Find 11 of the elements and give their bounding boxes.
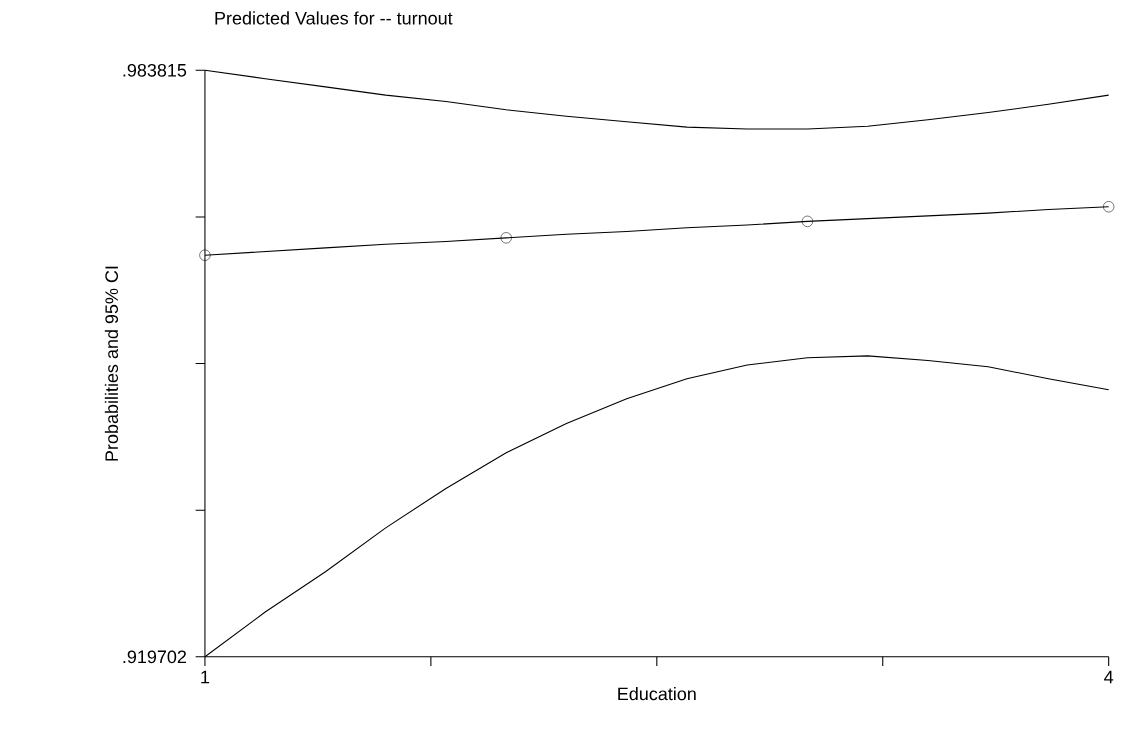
point <box>801 215 814 228</box>
y-axis-title: Probabilities and 95% CI <box>104 266 119 461</box>
point <box>500 232 512 244</box>
point <box>1103 201 1115 213</box>
x-axis-title: Education <box>618 687 696 701</box>
x-tick-label: 4 <box>1104 670 1114 684</box>
x-tick-label: 1 <box>201 670 210 684</box>
chart-title: Predicted Values for -- turnout <box>215 11 453 25</box>
point <box>199 249 211 261</box>
y-tick-label: .983815 <box>123 64 187 77</box>
y-tick-label: .919702 <box>123 650 187 664</box>
